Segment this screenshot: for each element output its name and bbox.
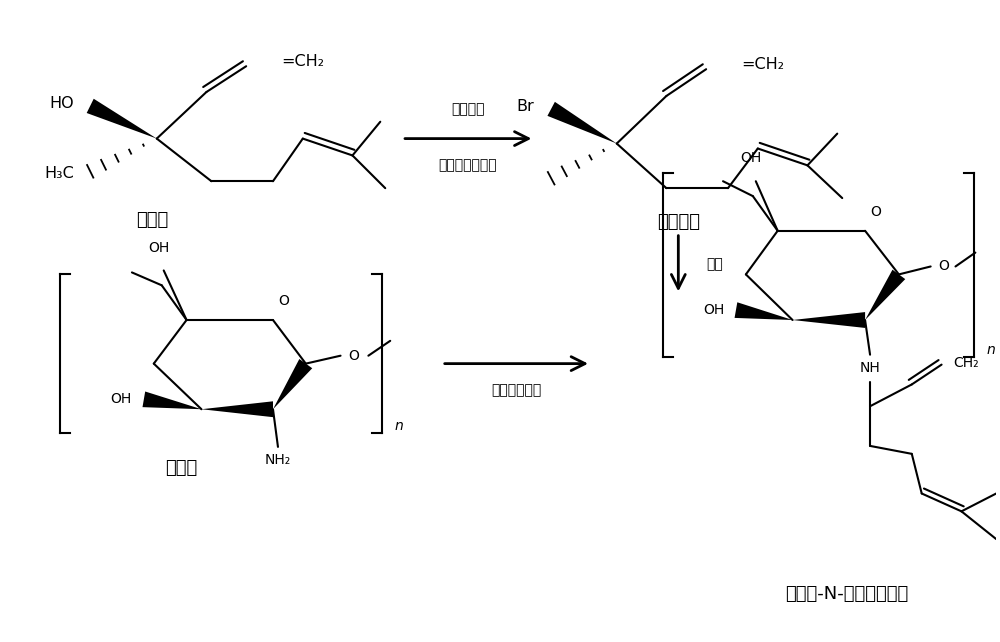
Polygon shape xyxy=(87,99,157,139)
Polygon shape xyxy=(142,392,201,409)
Text: O: O xyxy=(278,294,289,308)
Text: OH: OH xyxy=(703,303,724,317)
Text: =CH₂: =CH₂ xyxy=(741,56,784,72)
Text: 芳樟基渴: 芳樟基渴 xyxy=(657,213,700,231)
Text: 壳对糖: 壳对糖 xyxy=(165,459,198,477)
Text: CH₂: CH₂ xyxy=(954,356,979,370)
Polygon shape xyxy=(793,312,865,328)
Text: OH: OH xyxy=(148,241,169,255)
Text: OH: OH xyxy=(740,152,761,166)
Text: n: n xyxy=(986,343,995,357)
Text: 三渴化磷: 三渴化磷 xyxy=(451,102,484,116)
Polygon shape xyxy=(273,359,312,409)
Text: O: O xyxy=(939,259,949,273)
Text: NH₂: NH₂ xyxy=(265,453,291,467)
Text: H₃C: H₃C xyxy=(45,166,74,181)
Text: NH: NH xyxy=(860,361,880,375)
Text: 壳对糖-N-芳樟醇共聚物: 壳对糖-N-芳樟醇共聚物 xyxy=(786,585,909,603)
Text: 冰盐浴，催化剑: 冰盐浴，催化剑 xyxy=(438,159,497,173)
Text: O: O xyxy=(348,349,359,363)
Text: OH: OH xyxy=(111,392,132,406)
Text: 溶剑，三乙胺: 溶剑，三乙胺 xyxy=(491,383,542,397)
Text: O: O xyxy=(870,205,881,219)
Text: HO: HO xyxy=(50,96,74,112)
Polygon shape xyxy=(735,302,793,320)
Polygon shape xyxy=(547,102,617,144)
Polygon shape xyxy=(865,270,905,320)
Text: 溶剑: 溶剑 xyxy=(706,257,723,272)
Text: =CH₂: =CH₂ xyxy=(281,54,324,69)
Polygon shape xyxy=(201,401,273,417)
Text: 芳樟醇: 芳樟醇 xyxy=(136,211,168,229)
Text: n: n xyxy=(394,419,403,433)
Text: Br: Br xyxy=(517,100,534,114)
